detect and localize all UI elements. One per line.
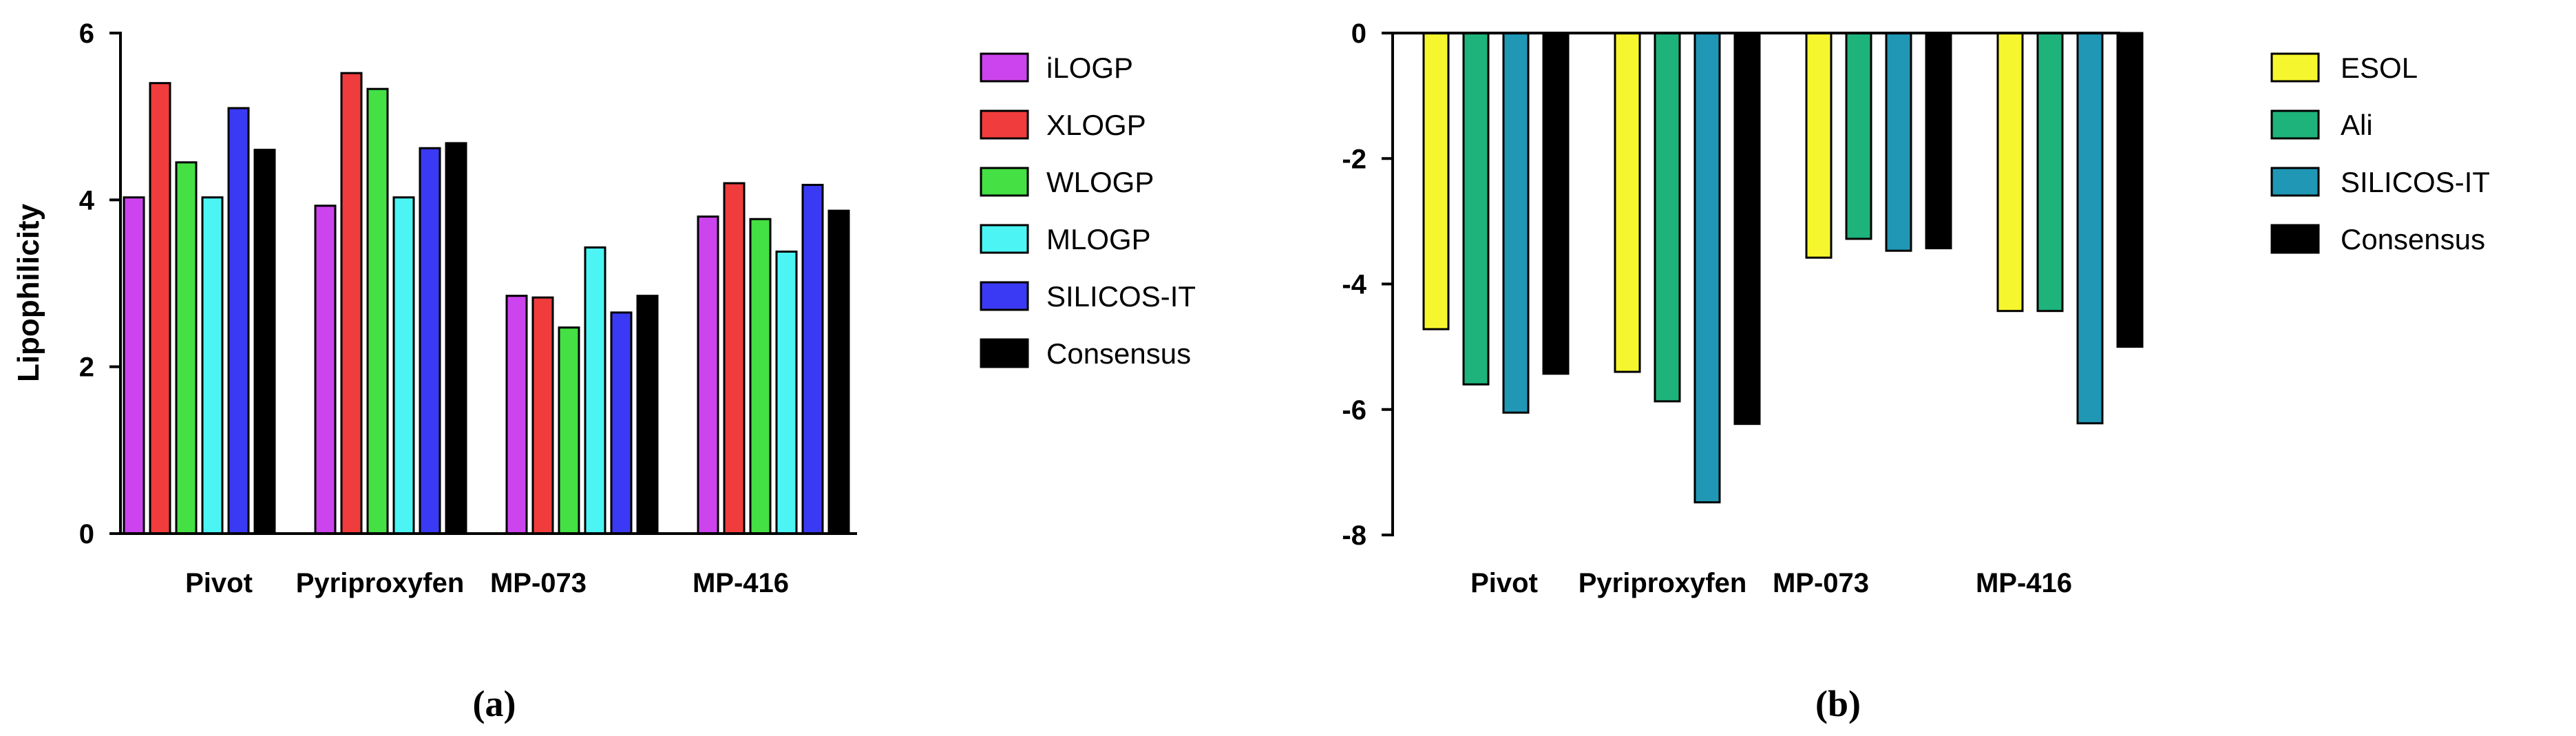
legend-swatch-wlogp: [980, 167, 1029, 197]
chart-panel-a: 0 2 4 6 Pivot Pyriproxyfen MP-073 MP-416 Lipophi…: [12, 19, 1196, 724]
legend-label-consensus: Consensus: [1046, 337, 1191, 370]
bar-esol-pyriproxyfen: [1614, 32, 1641, 373]
chart-panel-b: 0 -2 -4 -6 -8 Pivot Pyriproxyfen MP-073 MP-416 ES…: [1342, 19, 2490, 724]
bar-silicos-it-mp-416: [2076, 32, 2104, 425]
legend-swatch-consensus: [2270, 224, 2320, 254]
legend-label-wlogp: WLOGP: [1046, 166, 1154, 198]
legend-label-consensus: Consensus: [2341, 223, 2485, 255]
legend-swatch-xlogp: [980, 109, 1029, 140]
y-tick-label: 0: [1351, 19, 1366, 49]
x-category-label: MP-416: [1976, 568, 2072, 598]
bar-consensus-mp-073: [636, 295, 659, 535]
bar-ilogp-mp-416: [697, 215, 719, 535]
bar-mlogp-mp-416: [775, 250, 798, 535]
bar-consensus-pyriproxyfen: [1733, 32, 1761, 425]
bar-silicos-it-pyriproxyfen: [1693, 32, 1721, 504]
bar-xlogp-pivot: [149, 82, 171, 535]
x-category-label: Pivot: [1470, 568, 1538, 598]
panel-label: (a): [473, 683, 516, 724]
y-tick-label: -8: [1342, 521, 1366, 551]
bar-consensus-mp-416: [827, 209, 850, 535]
x-category-label: MP-073: [490, 568, 587, 598]
bar-wlogp-pivot: [175, 161, 198, 535]
legend-swatch-consensus: [980, 338, 1029, 368]
bar-wlogp-mp-416: [749, 218, 772, 535]
legend-swatch-ali: [2270, 109, 2320, 140]
bar-ali-mp-073: [1845, 32, 1872, 240]
legend-label-mlogp: MLOGP: [1046, 223, 1151, 255]
legend-swatch-esol: [2270, 52, 2320, 83]
bar-esol-mp-416: [1996, 32, 2024, 313]
bar-wlogp-pyriproxyfen: [366, 87, 389, 535]
bar-silicos-it-mp-073: [610, 311, 633, 535]
x-category-label: Pyriproxyfen: [296, 568, 465, 598]
bar-ali-mp-416: [2036, 32, 2064, 313]
legend-swatch-silicos-it: [2270, 167, 2320, 197]
bar-esol-mp-073: [1805, 32, 1833, 259]
y-tick-label: -6: [1342, 395, 1366, 425]
x-category-label: Pivot: [185, 568, 253, 598]
bar-wlogp-mp-073: [558, 326, 580, 535]
bar-mlogp-mp-073: [584, 246, 606, 535]
bar-xlogp-pyriproxyfen: [340, 72, 363, 535]
bar-ilogp-mp-073: [505, 295, 528, 535]
bar-esol-pivot: [1422, 32, 1450, 330]
bar-ali-pyriproxyfen: [1654, 32, 1681, 403]
y-tick-label: 2: [79, 353, 94, 383]
bar-ilogp-pyriproxyfen: [314, 204, 337, 535]
bar-consensus-mp-073: [1925, 32, 1952, 250]
x-category-label: Pyriproxyfen: [1579, 568, 1747, 598]
y-tick-label: 0: [79, 519, 94, 549]
legend-label-silicos-it: SILICOS-IT: [2341, 166, 2490, 198]
bar-consensus-pyriproxyfen: [445, 142, 467, 535]
panel-label: (b): [1815, 683, 1861, 724]
x-category-label: MP-416: [693, 568, 789, 598]
bar-silicos-it-mp-073: [1885, 32, 1912, 252]
bar-ilogp-pivot: [123, 196, 145, 535]
bar-consensus-mp-416: [2116, 32, 2144, 348]
legend-swatch-ilogp: [980, 52, 1029, 83]
bar-mlogp-pyriproxyfen: [392, 196, 415, 535]
bar-consensus-pivot: [1542, 32, 1570, 375]
bar-mlogp-pivot: [201, 196, 224, 535]
legend-label-ilogp: iLOGP: [1046, 52, 1133, 84]
bar-consensus-pivot: [253, 149, 276, 535]
x-category-label: MP-073: [1773, 568, 1869, 598]
bar-xlogp-mp-073: [531, 296, 554, 535]
bar-xlogp-mp-416: [723, 182, 746, 535]
y-tick-label: 6: [79, 19, 94, 49]
y-tick-label: -2: [1342, 144, 1366, 174]
y-tick-label: -4: [1342, 270, 1366, 300]
y-axis-label: Lipophilicity: [12, 203, 45, 382]
legend-swatch-silicos-it: [980, 281, 1029, 311]
bar-silicos-it-pivot: [1502, 32, 1530, 414]
bar-silicos-it-mp-416: [801, 184, 824, 535]
y-tick-label: 4: [79, 185, 95, 215]
legend-label-ali: Ali: [2341, 109, 2373, 141]
legend-swatch-mlogp: [980, 224, 1029, 254]
legend-label-xlogp: XLOGP: [1046, 109, 1146, 141]
bar-silicos-it-pivot: [227, 107, 250, 535]
legend-label-silicos-it: SILICOS-IT: [1046, 280, 1196, 313]
bar-ali-pivot: [1462, 32, 1490, 386]
bar-silicos-it-pyriproxyfen: [419, 147, 441, 535]
legend-label-esol: ESOL: [2341, 52, 2418, 84]
